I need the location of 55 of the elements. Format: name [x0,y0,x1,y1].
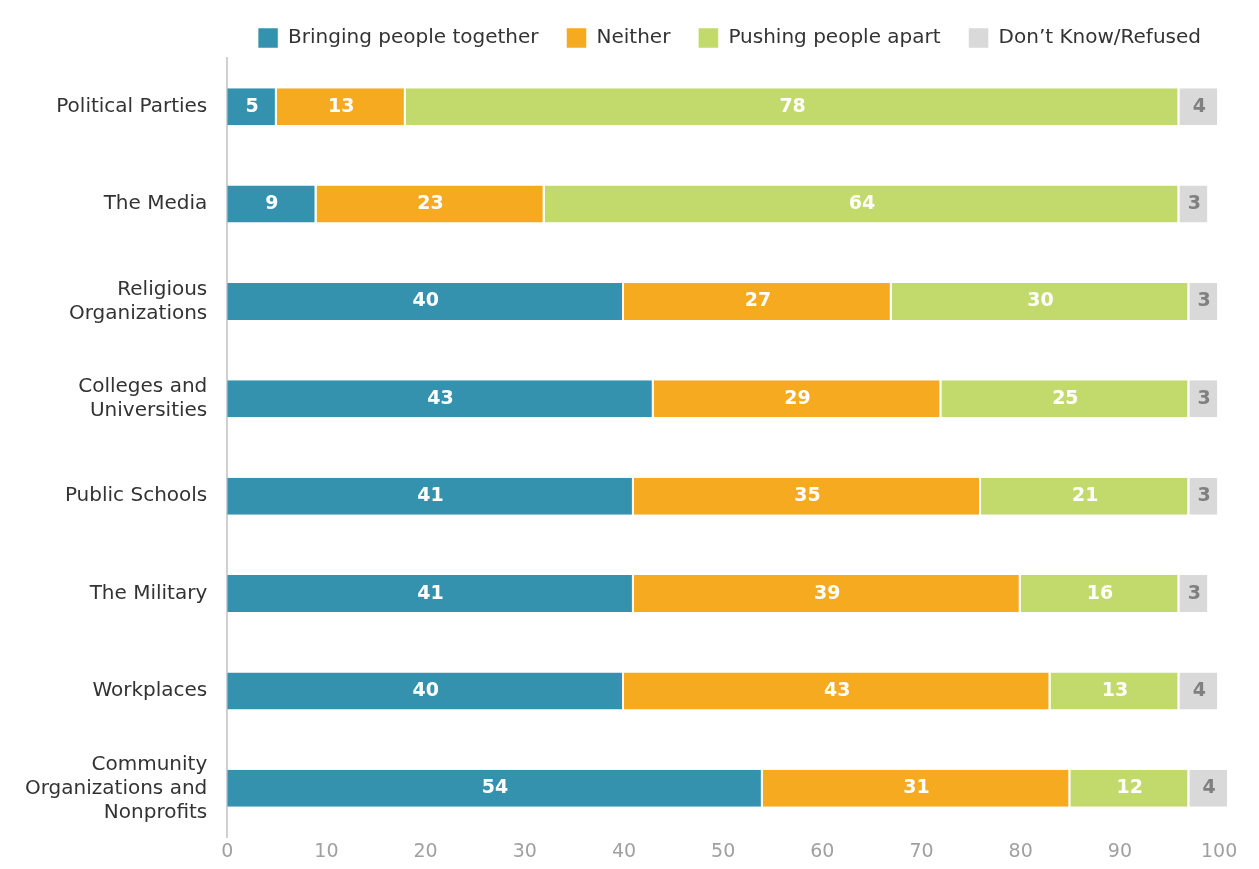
y-tick-label: Workplaces [92,677,208,702]
data-label: 29 [784,385,811,408]
legend-label: Don’t Know/Refused [998,24,1202,49]
data-label: 4 [1192,677,1206,700]
data-label: 41 [417,483,444,506]
data-label: 3 [1197,385,1211,408]
y-tick-label: Public Schools [64,482,208,507]
data-label: 12 [1116,775,1144,798]
x-tick-label: 40 [611,839,637,862]
data-label: 21 [1071,483,1099,506]
data-label: 23 [417,191,444,213]
x-tick-label: 60 [810,839,835,862]
x-tick-label: 30 [512,839,537,862]
data-label: 3 [1197,483,1211,506]
data-label: 30 [1027,288,1054,311]
data-label: 35 [794,483,821,506]
data-label: 9 [265,191,279,213]
data-label: 4 [1202,775,1216,798]
x-tick-label: 90 [1107,839,1132,862]
data-label: 54 [481,775,509,798]
data-label: 43 [427,385,454,408]
x-tick-label: 0 [221,839,234,862]
data-label: 41 [417,580,444,603]
data-label: 64 [848,191,876,213]
data-label: 31 [903,775,930,798]
x-tick-label: 20 [413,839,438,862]
y-tick-label: Community Organizations and Nonprofits [25,750,208,823]
y-tick-label: Religious Organizations [68,275,208,324]
data-label: 13 [328,93,355,116]
data-label: 3 [1197,288,1211,311]
data-label: 16 [1086,580,1114,603]
data-label: 40 [412,677,439,700]
data-label: 78 [779,93,806,116]
y-tick-label: Colleges and Universities [78,373,208,422]
x-tick-label: 10 [314,839,339,862]
data-label: 3 [1187,580,1201,603]
legend-label: Bringing people together [288,24,540,49]
x-tick-label: 50 [711,839,736,862]
x-tick-label: 70 [909,839,934,862]
data-label: 5 [245,93,259,116]
data-label: 43 [824,677,851,700]
data-label: 27 [744,288,772,311]
x-tick-label: 80 [1008,839,1033,862]
data-label: 25 [1052,385,1079,408]
data-label: 13 [1101,677,1129,700]
y-tick-label: The Media [102,190,208,215]
legend-label: Pushing people apart [728,24,941,49]
data-label: 39 [814,580,841,603]
legend-label: Neither [596,24,672,49]
data-label: 3 [1187,191,1201,213]
x-tick-label: 100 [1200,839,1238,862]
y-tick-label: The Military [88,579,208,604]
data-label: 4 [1192,93,1206,116]
y-tick-label: Political Parties [56,92,208,117]
data-label: 40 [412,288,439,311]
